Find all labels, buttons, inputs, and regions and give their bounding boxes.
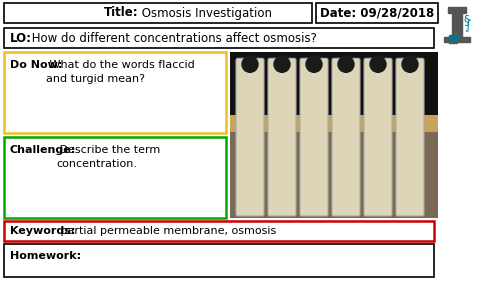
- FancyBboxPatch shape: [268, 58, 296, 216]
- Circle shape: [402, 56, 418, 72]
- Circle shape: [338, 56, 354, 72]
- Text: Describe the term
concentration.: Describe the term concentration.: [56, 145, 160, 169]
- Bar: [230, 52, 438, 122]
- Bar: [449, 35, 457, 43]
- FancyBboxPatch shape: [396, 58, 424, 216]
- Text: §: §: [463, 13, 469, 26]
- FancyBboxPatch shape: [300, 58, 328, 216]
- Text: partial permeable membrane, osmosis: partial permeable membrane, osmosis: [57, 226, 276, 236]
- Circle shape: [274, 56, 290, 72]
- Bar: [230, 115, 438, 132]
- Text: Challenge:: Challenge:: [10, 145, 76, 155]
- Text: What do the words flaccid
and turgid mean?: What do the words flaccid and turgid mea…: [46, 60, 195, 84]
- Bar: [4, 244, 434, 277]
- Bar: [452, 10, 462, 38]
- Bar: [4, 137, 226, 218]
- Bar: [449, 38, 455, 40]
- Bar: [449, 36, 459, 38]
- FancyBboxPatch shape: [236, 58, 264, 216]
- Text: ∫: ∫: [464, 19, 470, 33]
- Circle shape: [242, 56, 258, 72]
- FancyBboxPatch shape: [364, 58, 392, 216]
- Bar: [444, 37, 470, 42]
- Bar: [4, 28, 434, 48]
- Circle shape: [306, 56, 322, 72]
- Text: LO:: LO:: [10, 31, 32, 44]
- Bar: [4, 221, 434, 241]
- Text: Title:: Title:: [104, 6, 138, 19]
- Bar: [316, 3, 438, 23]
- Text: Osmosis Investigation: Osmosis Investigation: [138, 6, 272, 19]
- Bar: [230, 52, 438, 218]
- FancyBboxPatch shape: [332, 58, 360, 216]
- Bar: [4, 52, 226, 133]
- Text: Do Now:: Do Now:: [10, 60, 62, 70]
- Circle shape: [370, 56, 386, 72]
- Text: Keywords:: Keywords:: [10, 226, 76, 236]
- Bar: [4, 3, 312, 23]
- Text: How do different concentrations affect osmosis?: How do different concentrations affect o…: [28, 31, 317, 44]
- Bar: [448, 7, 466, 13]
- Text: Date: 09/28/2018: Date: 09/28/2018: [320, 6, 434, 19]
- Text: Homework:: Homework:: [10, 251, 81, 261]
